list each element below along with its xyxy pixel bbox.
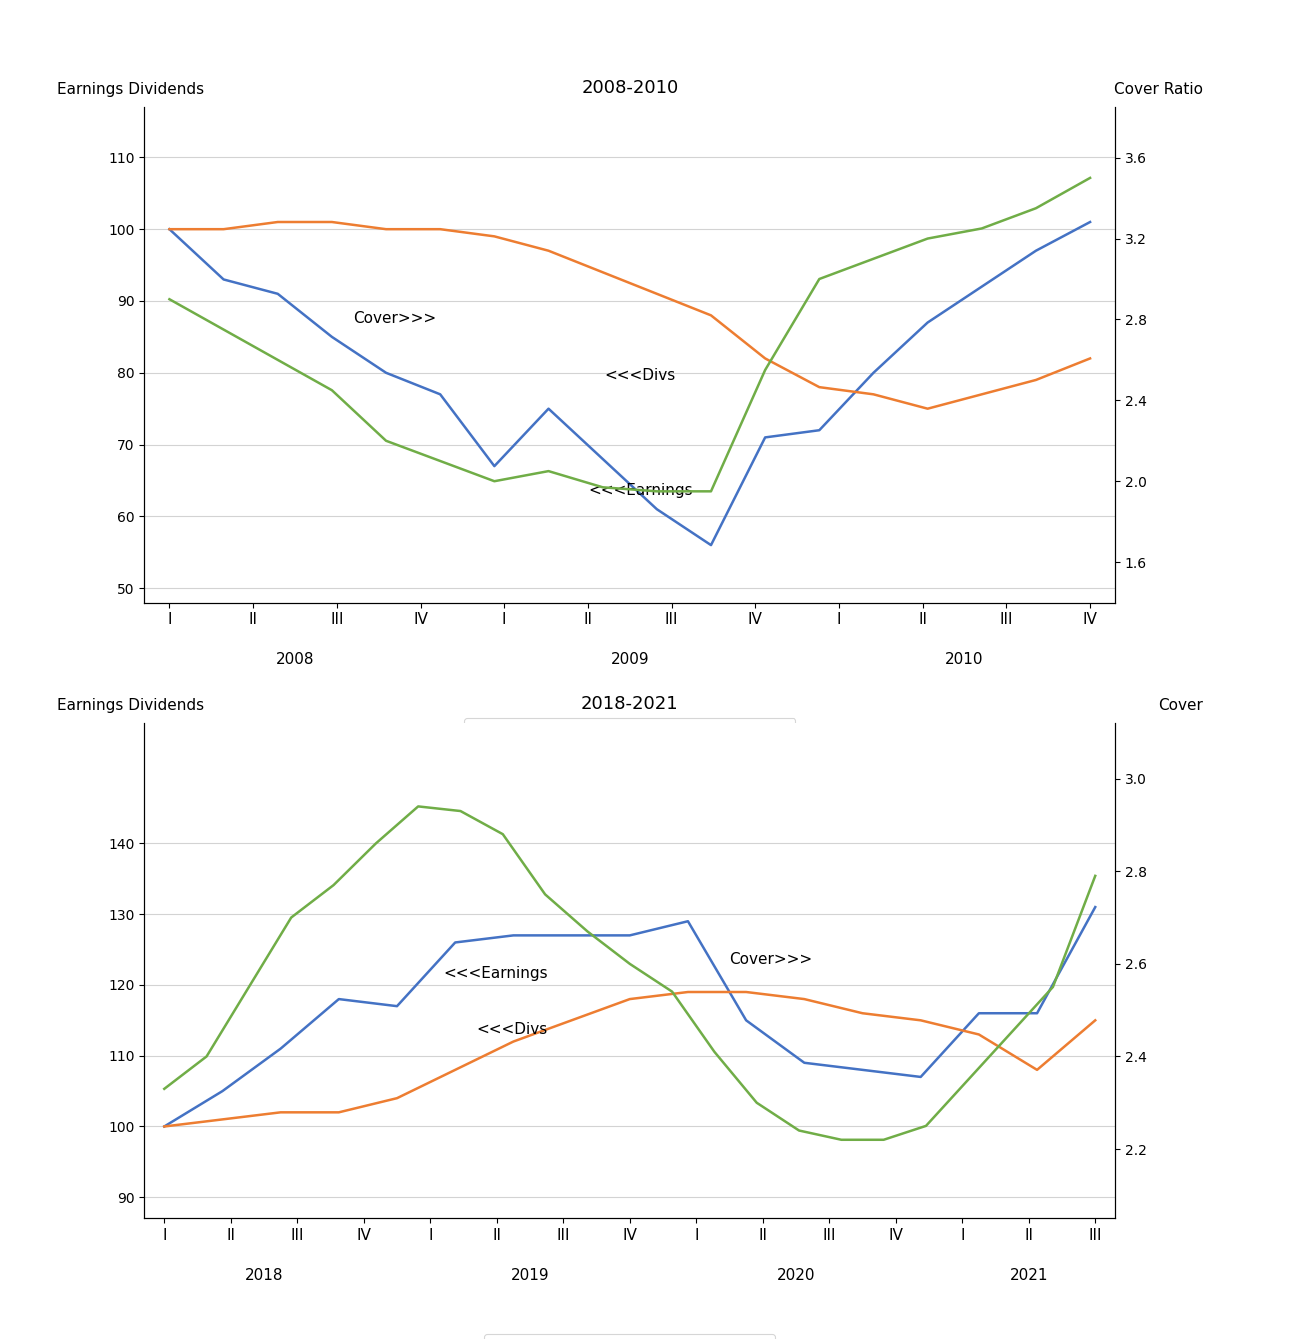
Text: 2019: 2019 — [510, 1268, 550, 1283]
Text: 2020: 2020 — [777, 1268, 815, 1283]
Text: Earnings Dividends: Earnings Dividends — [56, 82, 205, 98]
Text: 2018: 2018 — [245, 1268, 283, 1283]
Text: <<<Divs: <<<Divs — [605, 368, 676, 383]
Legend: S&P Earnings 2008=100 LHS, S&P Dividends 2008=100 LHS, Cover Ratio (Earnings/Div: S&P Earnings 2008=100 LHS, S&P Dividends… — [464, 719, 795, 799]
Text: 2021: 2021 — [1009, 1268, 1048, 1283]
Text: Cover Ratio: Cover Ratio — [1114, 82, 1203, 98]
Text: Earnings Dividends: Earnings Dividends — [56, 698, 205, 714]
Text: <<<Earnings: <<<Earnings — [443, 965, 548, 981]
Text: 2008: 2008 — [276, 652, 314, 667]
Text: <<<Divs: <<<Divs — [476, 1023, 548, 1038]
Legend: S&P Earnings (2018=100) LHS, S&P Dividends (2018=100), Earnings/Dividends Cover : S&P Earnings (2018=100) LHS, S&P Dividen… — [484, 1335, 775, 1339]
Text: <<<Earnings: <<<Earnings — [588, 483, 693, 498]
Text: Cover: Cover — [1157, 698, 1203, 714]
Text: Cover>>>: Cover>>> — [729, 952, 812, 967]
Text: 2010: 2010 — [946, 652, 984, 667]
Text: 2009: 2009 — [610, 652, 649, 667]
Title: 2008-2010: 2008-2010 — [581, 79, 678, 98]
Text: Cover>>>: Cover>>> — [353, 311, 437, 325]
Title: 2018-2021: 2018-2021 — [581, 695, 678, 714]
